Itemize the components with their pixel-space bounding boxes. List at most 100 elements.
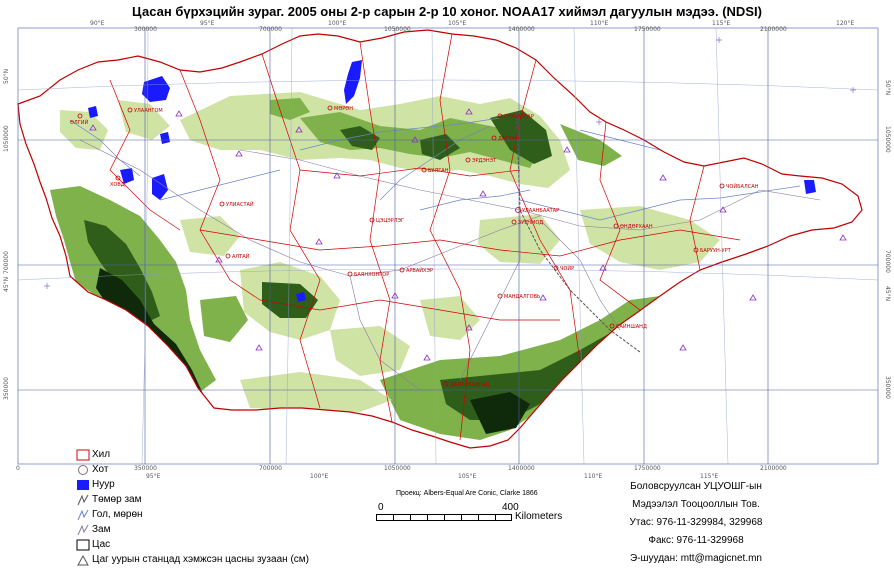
lake-khyargas	[120, 168, 134, 184]
grid-label-right: 50°N	[884, 80, 891, 95]
station-triangle	[411, 136, 419, 143]
grid-crosses	[44, 37, 856, 289]
station-triangle	[679, 344, 687, 351]
grid-label-right: 45°N	[884, 286, 891, 301]
city-marker	[115, 175, 121, 181]
aimag-border-7	[599, 121, 641, 311]
grid-label-top: 90°E	[90, 20, 105, 27]
legend-label: Хот	[92, 464, 109, 475]
credits-block: Боловсруулсан УЦУОШГ-ын Мэдээлэл Тооцоол…	[608, 478, 784, 568]
aimag-border-2	[179, 69, 261, 301]
legend-item-river: Гол, мөрөн	[76, 508, 376, 523]
aimag-border-6	[509, 59, 581, 363]
station-triangle	[465, 324, 473, 331]
city-label: БАЯНХОНГОР	[354, 272, 389, 278]
grid-label-left: 700000	[3, 251, 10, 274]
city-label: ДАРХАН	[498, 136, 519, 142]
legend-label: Нуур	[92, 479, 115, 490]
aimag-border-9	[299, 167, 521, 177]
grid-label-bottom: 115°E	[700, 473, 718, 480]
station-triangle	[235, 150, 243, 157]
city-marker	[369, 217, 375, 223]
city-marker	[613, 223, 619, 229]
map-frame	[17, 27, 879, 465]
legend-label: Гол, мөрөн	[92, 509, 143, 520]
city-marker	[491, 135, 497, 141]
city-label: ХОВД	[110, 182, 125, 188]
city-label: УЛААНБААТАР	[522, 208, 559, 214]
grid-label-bottom: 110°E	[584, 473, 602, 480]
scale-tick	[461, 515, 462, 521]
city-marker	[511, 219, 517, 225]
city-marker	[327, 105, 333, 111]
scale-unit: Kilometers	[515, 511, 563, 522]
city-label: ДАЛАНЗАДГАД	[450, 382, 489, 388]
snow-square-icon	[76, 539, 90, 551]
country-border	[17, 29, 863, 449]
grid-label-bottom: 105°E	[458, 473, 476, 480]
graticule-lon-105	[431, 27, 437, 465]
city-label: БУЛГАН	[428, 168, 449, 174]
scale-bar-graphic	[376, 514, 512, 521]
legend-label: Цаг уурын станцад хэмжсэн цасны зузаан (…	[92, 554, 309, 565]
grid-label-right: 350000	[884, 376, 891, 399]
city-marker	[421, 167, 427, 173]
city-marker	[219, 201, 225, 207]
grid-label-top: 1400000	[508, 26, 535, 33]
station-triangle	[539, 294, 547, 301]
map-legend: Хил Хот Нуур Төмөр зам Гол, мөрөн Зам Ца…	[76, 448, 376, 568]
scale-tick	[427, 515, 428, 521]
graticule-lat-45	[17, 268, 879, 281]
grid-label-left: 350000	[3, 377, 10, 400]
city-marker	[77, 113, 83, 119]
city-marker	[399, 267, 405, 273]
station-triangle	[749, 294, 757, 301]
city-marker	[693, 247, 699, 253]
grid-label-top: 100°E	[328, 20, 346, 27]
city-label: ЭРДЭНЭТ	[472, 158, 497, 164]
grid-label-top: 95°E	[200, 20, 215, 27]
grid-label-top: 1750000	[634, 26, 661, 33]
station-triangle	[423, 354, 431, 361]
legend-item-railway: Төмөр зам	[76, 493, 376, 508]
station-triangle	[175, 110, 183, 117]
aimag-border-3	[261, 53, 321, 409]
road-north	[239, 149, 521, 211]
scale-tick	[478, 515, 479, 521]
grid-label-bottom: 1050000	[384, 465, 411, 472]
city-marker	[515, 207, 521, 213]
legend-item-road: Зам	[76, 523, 376, 538]
city-label: ӨНДӨРХААН	[620, 224, 653, 230]
city-marker	[719, 183, 725, 189]
station-triangle	[295, 126, 303, 133]
city-label: АРВАЙХЭР	[406, 267, 433, 274]
city-label: ЦЭЦЭРЛЭГ	[376, 218, 404, 224]
city-marker	[609, 323, 615, 329]
road-southeast	[539, 219, 621, 331]
grid-label-left: 50°N	[3, 69, 10, 84]
grid-label-top: 300000	[134, 26, 157, 33]
legend-item-border: Хил	[76, 448, 376, 463]
grid-cross	[850, 87, 856, 93]
grid-label-top: 2100000	[760, 26, 787, 33]
city-label: МӨРӨН	[334, 106, 353, 112]
grid-label-bottom: 700000	[259, 465, 282, 472]
scale-start: 0	[378, 502, 384, 513]
road-southwest	[349, 275, 421, 391]
city-label: ЗУУНМОД	[518, 220, 543, 226]
credit-org: Боловсруулсан УЦУОШГ-ын	[630, 481, 762, 492]
station-triangle	[659, 174, 667, 181]
aimag-border-1	[109, 79, 181, 231]
lake-khar-nuur	[160, 132, 170, 144]
city-circle-icon	[78, 465, 88, 475]
aimag-border-8	[689, 165, 705, 271]
city-label: БАРУУН-УРТ	[700, 248, 732, 254]
grid-label-top: 120°E	[836, 20, 854, 27]
credit-fax: Факс: 976-11-329968	[648, 535, 744, 546]
station-triangle	[719, 206, 727, 213]
lake-khuvsgul	[344, 60, 362, 104]
river-zavkhan	[159, 169, 281, 201]
aimag-border-5	[429, 33, 471, 441]
grid-label-top: 105°E	[448, 20, 466, 27]
